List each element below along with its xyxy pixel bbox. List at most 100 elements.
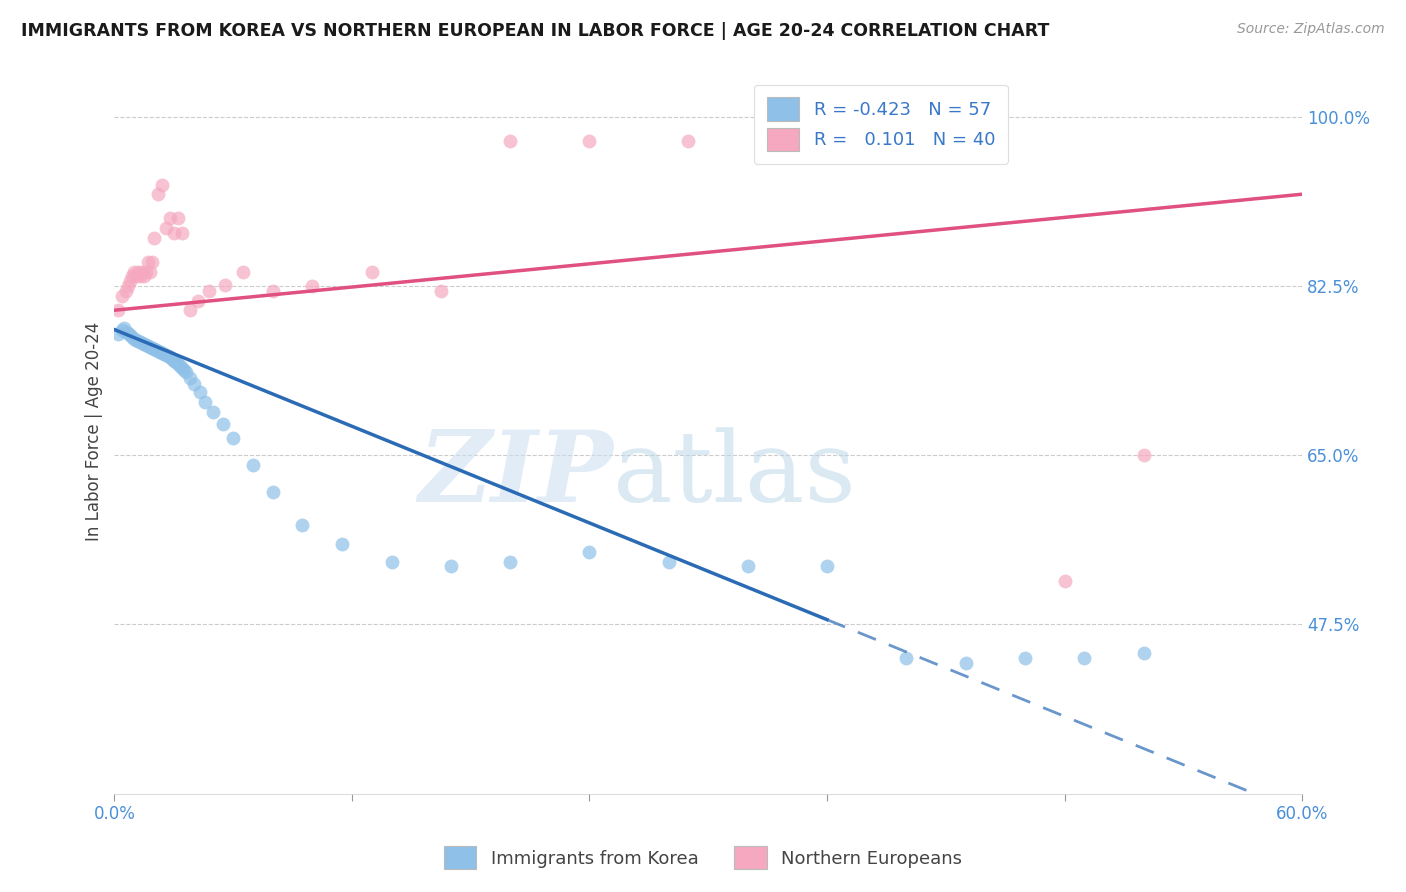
Point	[170, 361, 193, 376]
Point	[132, 269, 155, 284]
Point	[678, 134, 700, 148]
Point	[1073, 651, 1095, 665]
Point	[1132, 647, 1154, 661]
Text: Source: ZipAtlas.com: Source: ZipAtlas.com	[1237, 22, 1385, 37]
Point	[578, 545, 600, 559]
Point	[173, 363, 195, 377]
Point	[136, 255, 159, 269]
Point	[578, 134, 600, 148]
Point	[169, 359, 191, 374]
Point	[121, 330, 143, 344]
Point	[262, 485, 284, 500]
Point	[159, 350, 181, 364]
Point	[129, 269, 152, 284]
Point	[202, 405, 225, 419]
Point	[166, 211, 188, 226]
Point	[242, 458, 264, 472]
Text: IMMIGRANTS FROM KOREA VS NORTHERN EUROPEAN IN LABOR FORCE | AGE 20-24 CORRELATIO: IMMIGRANTS FROM KOREA VS NORTHERN EUROPE…	[21, 22, 1049, 40]
Point	[188, 385, 211, 400]
Point	[896, 651, 918, 665]
Point	[122, 264, 145, 278]
Point	[165, 355, 187, 369]
Point	[132, 337, 155, 351]
Point	[139, 264, 162, 278]
Legend: Immigrants from Korea, Northern Europeans: Immigrants from Korea, Northern European…	[434, 838, 972, 879]
Point	[125, 333, 148, 347]
Point	[150, 345, 173, 359]
Point	[1132, 448, 1154, 462]
Legend: R = -0.423   N = 57, R =   0.101   N = 40: R = -0.423 N = 57, R = 0.101 N = 40	[754, 85, 1008, 164]
Point	[301, 279, 323, 293]
Point	[380, 555, 402, 569]
Point	[499, 134, 522, 148]
Point	[146, 343, 169, 358]
Point	[214, 278, 236, 293]
Point	[212, 417, 235, 432]
Point	[360, 264, 382, 278]
Point	[1053, 574, 1076, 588]
Point	[179, 371, 201, 385]
Point	[143, 342, 166, 356]
Point	[135, 264, 157, 278]
Point	[222, 431, 245, 445]
Point	[183, 376, 205, 391]
Point	[440, 559, 463, 574]
Point	[141, 341, 163, 355]
Point	[155, 221, 177, 235]
Point	[121, 269, 143, 284]
Point	[125, 269, 148, 284]
Point	[141, 255, 163, 269]
Point	[112, 320, 135, 334]
Point	[135, 338, 157, 352]
Point	[120, 274, 142, 288]
Point	[658, 555, 681, 569]
Point	[127, 264, 149, 278]
Point	[111, 322, 134, 336]
Point	[117, 279, 139, 293]
Point	[111, 289, 134, 303]
Point	[131, 336, 153, 351]
Point	[955, 656, 977, 670]
Point	[149, 344, 172, 359]
Point	[187, 293, 209, 308]
Point	[170, 226, 193, 240]
Point	[107, 327, 129, 342]
Point	[935, 134, 957, 148]
Point	[117, 326, 139, 341]
Point	[131, 264, 153, 278]
Point	[107, 303, 129, 318]
Point	[155, 348, 177, 362]
Point	[146, 187, 169, 202]
Point	[122, 332, 145, 346]
Point	[163, 226, 186, 240]
Point	[291, 517, 314, 532]
Point	[136, 339, 159, 353]
Point	[198, 284, 221, 298]
Point	[1014, 651, 1036, 665]
Point	[815, 559, 838, 574]
Point	[262, 284, 284, 298]
Point	[139, 340, 162, 354]
Point	[163, 353, 186, 368]
Point	[160, 351, 183, 366]
Point	[194, 395, 217, 409]
Point	[127, 334, 149, 348]
Point	[153, 347, 176, 361]
Point	[174, 365, 197, 379]
Text: ZIP: ZIP	[418, 426, 613, 523]
Point	[737, 559, 759, 574]
Y-axis label: In Labor Force | Age 20-24: In Labor Force | Age 20-24	[86, 321, 103, 541]
Point	[129, 335, 152, 350]
Point	[179, 303, 201, 318]
Point	[159, 211, 181, 226]
Point	[776, 134, 799, 148]
Point	[120, 328, 142, 343]
Point	[330, 537, 353, 551]
Point	[430, 284, 453, 298]
Point	[143, 231, 166, 245]
Point	[156, 349, 179, 363]
Text: atlas: atlas	[613, 426, 856, 523]
Point	[115, 325, 138, 339]
Point	[499, 555, 522, 569]
Point	[115, 284, 138, 298]
